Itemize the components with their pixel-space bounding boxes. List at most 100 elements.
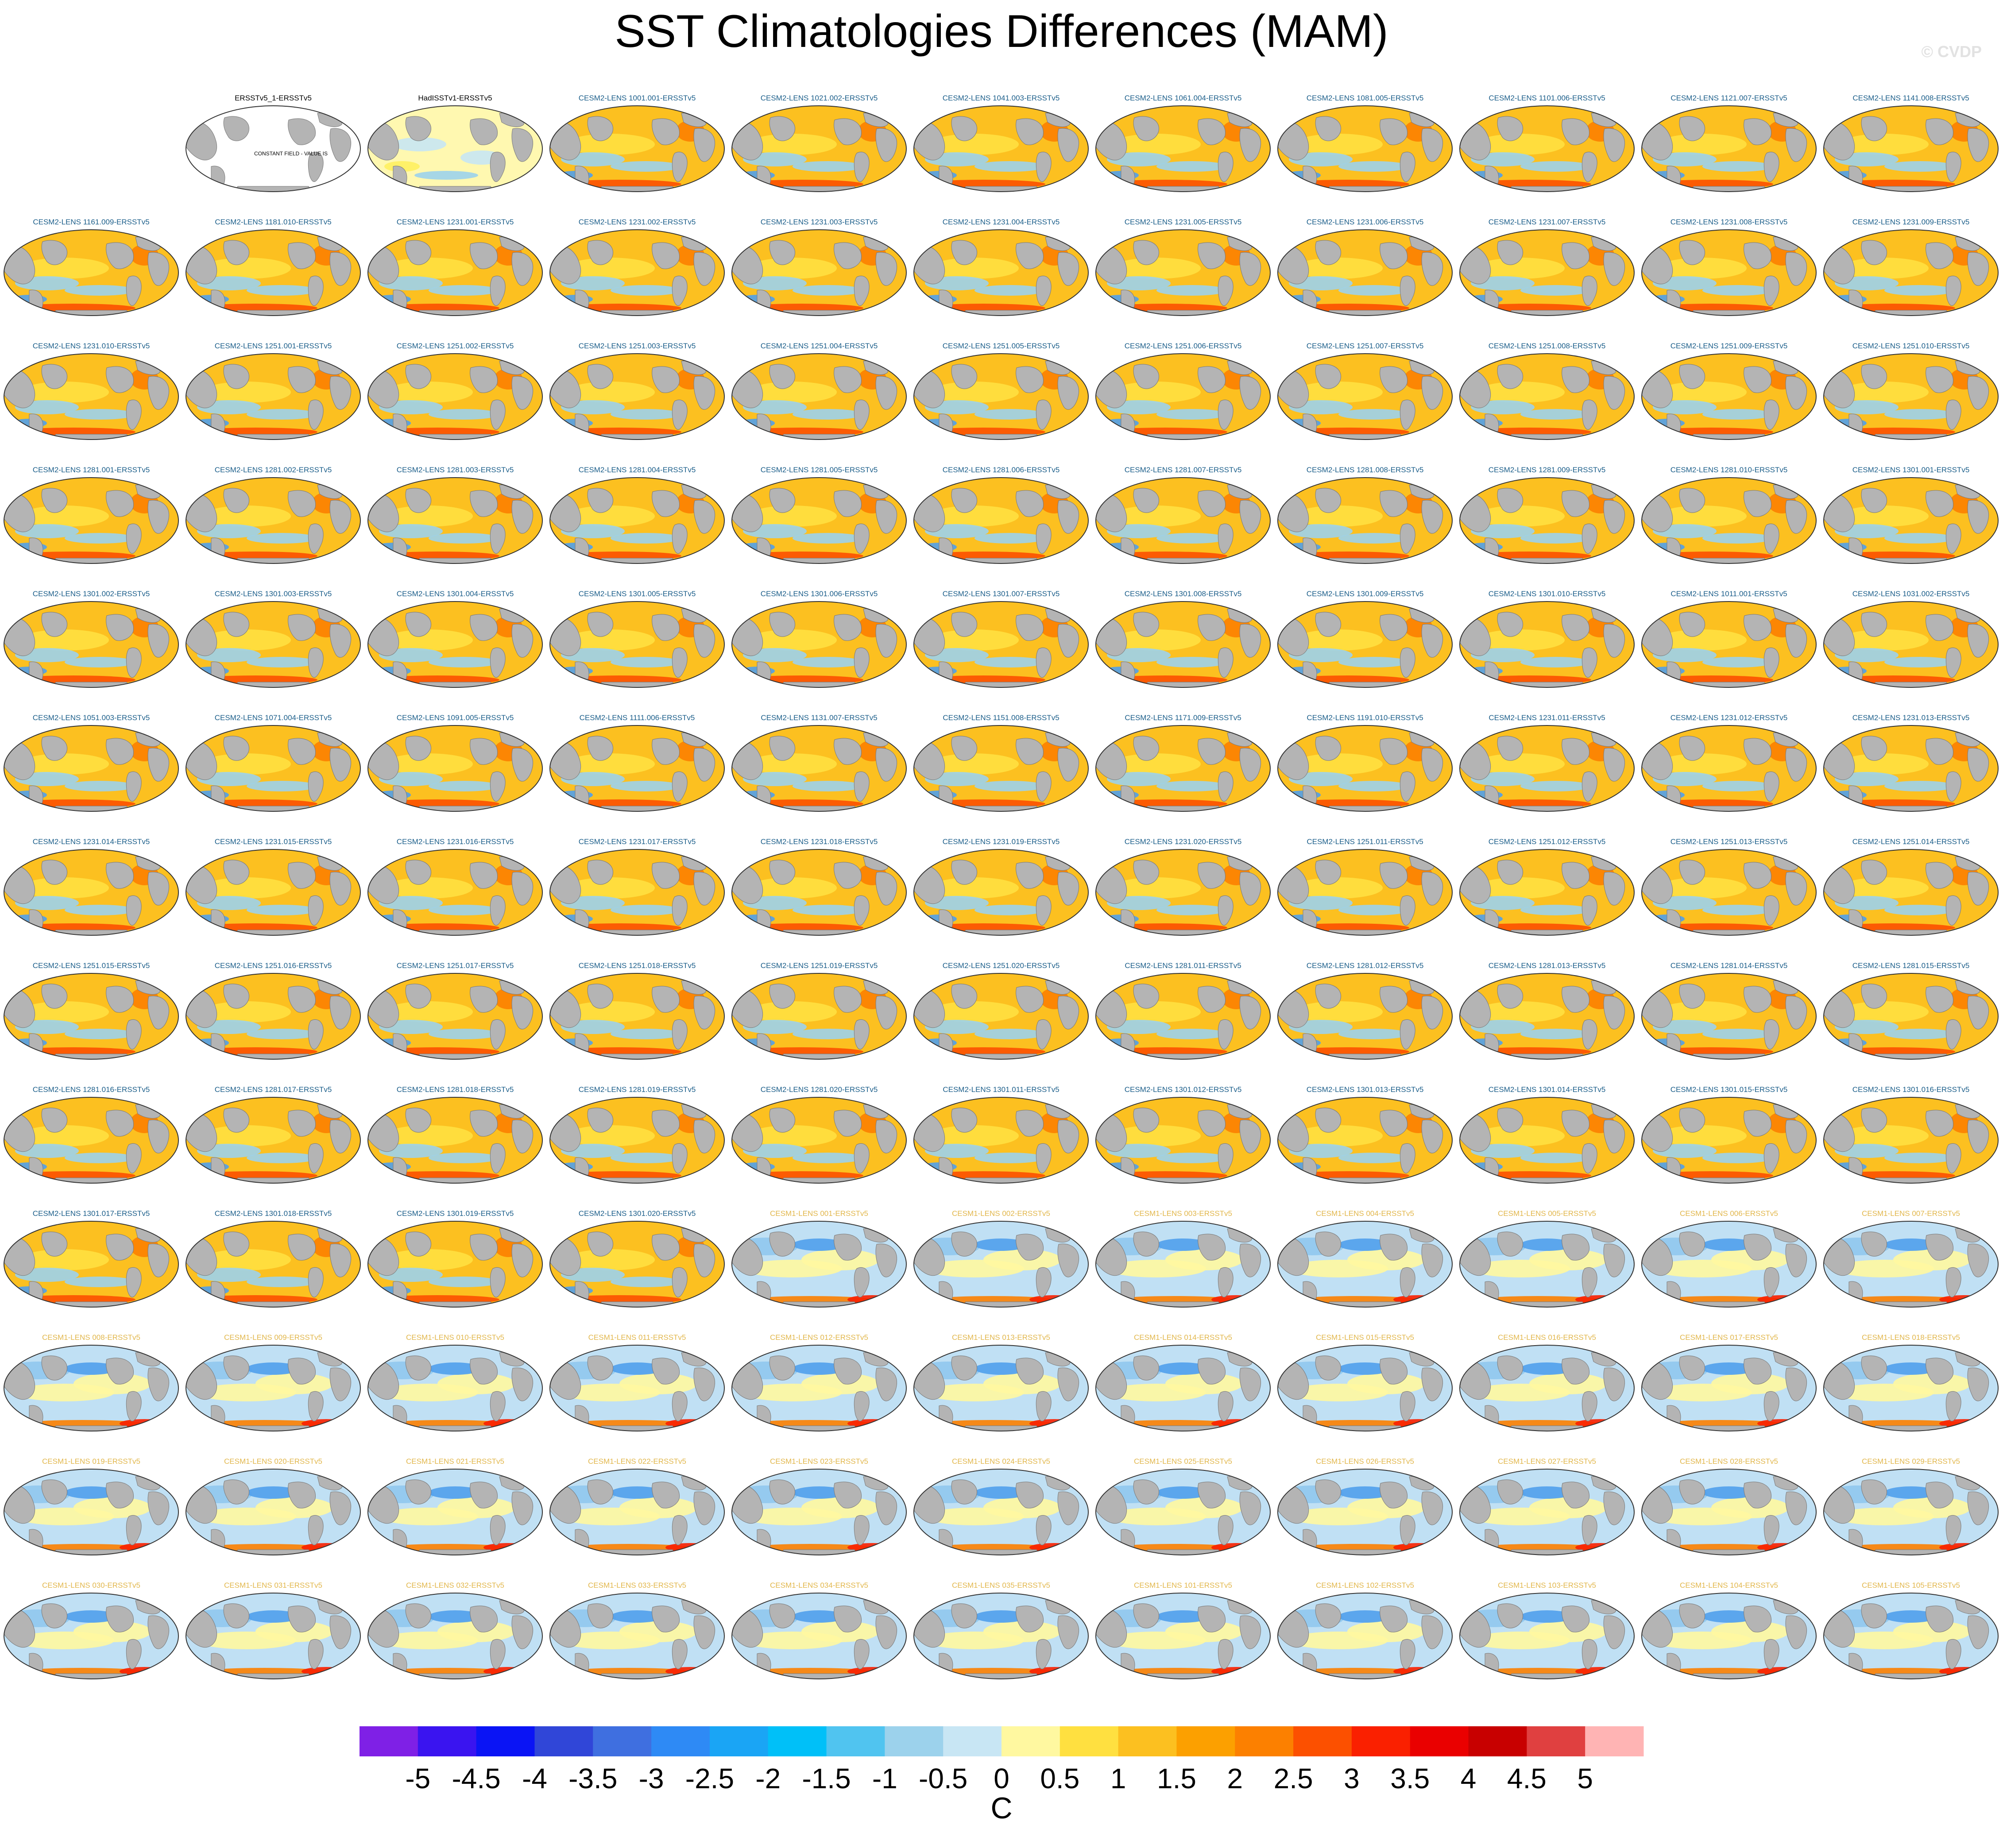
map-panel: CESM2-LENS 1281.017-ERSSTv5: [185, 1080, 362, 1186]
map-panel: CESM2-LENS 1301.017-ERSSTv5: [3, 1204, 180, 1310]
map-panel: CESM2-LENS 1251.018-ERSSTv5: [549, 956, 726, 1062]
map-panel: CESM2-LENS 1231.019-ERSSTv5: [913, 832, 1090, 938]
panel-title: CESM1-LENS 029-ERSSTv5: [1861, 1457, 1960, 1466]
panel-title: CESM2-LENS 1301.001-ERSSTv5: [1852, 466, 1970, 474]
map-plot: [1641, 1593, 1817, 1679]
colorbar-tick-label: 4: [1461, 1763, 1477, 1794]
map-panel: CESM1-LENS 007-ERSSTv5: [1822, 1204, 1999, 1310]
panel-title: CESM1-LENS 101-ERSSTv5: [1133, 1581, 1233, 1590]
panel-title: CESM2-LENS 1281.018-ERSSTv5: [396, 1085, 514, 1094]
map-panel: CESM2-LENS 1251.019-ERSSTv5: [731, 956, 908, 1062]
panel-title: CESM2-LENS 1251.008-ERSSTv5: [1488, 342, 1606, 350]
map-plot: [1277, 849, 1453, 936]
map-panel: CESM1-LENS 017-ERSSTv5: [1640, 1328, 1817, 1434]
panel-title: CESM2-LENS 1281.010-ERSSTv5: [1670, 466, 1788, 474]
map-plot: [4, 1221, 179, 1308]
map-panel: CESM2-LENS 1281.007-ERSSTv5: [1094, 460, 1272, 567]
map-panel: CESM1-LENS 030-ERSSTv5: [3, 1576, 180, 1682]
map-panel: CESM1-LENS 015-ERSSTv5: [1276, 1328, 1454, 1434]
panel-title: CESM1-LENS 016-ERSSTv5: [1497, 1333, 1597, 1342]
map-plot: [367, 105, 543, 192]
panel-title: CESM2-LENS 1251.015-ERSSTv5: [32, 961, 150, 970]
map-plot: [1641, 1221, 1817, 1308]
map-panel: CESM2-LENS 1301.005-ERSSTv5: [549, 584, 726, 691]
map-plot: [1277, 725, 1453, 812]
map-panel: CESM2-LENS 1231.016-ERSSTv5: [367, 832, 544, 938]
map-panel: CESM2-LENS 1301.006-ERSSTv5: [731, 584, 908, 691]
map-plot: [1095, 1097, 1271, 1184]
map-panel: CESM2-LENS 1231.005-ERSSTv5: [1094, 212, 1272, 319]
map-panel: CESM2-LENS 1281.016-ERSSTv5: [3, 1080, 180, 1186]
panel-title: CESM2-LENS 1251.019-ERSSTv5: [760, 961, 878, 970]
panel-title: CESM2-LENS 1281.001-ERSSTv5: [32, 466, 150, 474]
panel-title: CESM1-LENS 031-ERSSTv5: [224, 1581, 323, 1590]
map-panel: CESM2-LENS 1281.002-ERSSTv5: [185, 460, 362, 567]
colorbar-swatch: [418, 1726, 477, 1756]
map-plot: [913, 105, 1089, 192]
map-plot: [186, 973, 361, 1060]
map-panel: CESM2-LENS 1281.020-ERSSTv5: [731, 1080, 908, 1186]
panel-title: CESM2-LENS 1231.009-ERSSTv5: [1852, 218, 1970, 226]
colorbar-swatch: [826, 1726, 885, 1756]
map-plot: [186, 725, 361, 812]
map-panel: CESM2-LENS 1281.001-ERSSTv5: [3, 460, 180, 567]
map-panel: CESM2-LENS 1011.001-ERSSTv5: [1640, 584, 1817, 691]
map-panel: CESM1-LENS 005-ERSSTv5: [1458, 1204, 1636, 1310]
colorbar-swatch: [1527, 1726, 1585, 1756]
map-plot: [1277, 1097, 1453, 1184]
map-plot: [913, 1097, 1089, 1184]
panel-title: HadISSTv1-ERSSTv5: [418, 94, 492, 102]
panel-title: CESM2-LENS 1251.001-ERSSTv5: [214, 342, 332, 350]
map-panel: CESM2-LENS 1121.007-ERSSTv5: [1640, 89, 1817, 195]
panel-title: CESM2-LENS 1251.010-ERSSTv5: [1852, 342, 1970, 350]
panel-title: CESM2-LENS 1071.004-ERSSTv5: [214, 714, 332, 722]
colorbar-tick-label: 3.5: [1390, 1763, 1430, 1794]
map-panel: CESM1-LENS 011-ERSSTv5: [549, 1328, 726, 1434]
map-panel: CESM2-LENS 1081.005-ERSSTv5: [1276, 89, 1454, 195]
map-panel: CESM1-LENS 023-ERSSTv5: [731, 1452, 908, 1558]
panel-title: CESM2-LENS 1251.006-ERSSTv5: [1124, 342, 1242, 350]
map-panel: CESM1-LENS 003-ERSSTv5: [1094, 1204, 1272, 1310]
panel-title: CESM1-LENS 003-ERSSTv5: [1133, 1209, 1233, 1218]
map-panel: CESM2-LENS 1301.008-ERSSTv5: [1094, 584, 1272, 691]
map-plot: [913, 1593, 1089, 1679]
panel-title: CESM2-LENS 1301.002-ERSSTv5: [32, 590, 150, 598]
map-panel: CESM1-LENS 025-ERSSTv5: [1094, 1452, 1272, 1558]
map-plot: [549, 601, 725, 688]
map-panel: CESM2-LENS 1281.018-ERSSTv5: [367, 1080, 544, 1186]
map-panel: CESM2-LENS 1251.005-ERSSTv5: [913, 336, 1090, 443]
map-panel: CESM2-LENS 1251.013-ERSSTv5: [1640, 832, 1817, 938]
map-panel: CESM2-LENS 1281.019-ERSSTv5: [549, 1080, 726, 1186]
map-plot: [1277, 1593, 1453, 1679]
map-plot: [549, 1345, 725, 1431]
map-plot: [1823, 725, 1999, 812]
map-plot: [1641, 229, 1817, 316]
map-plot: [1823, 477, 1999, 564]
panel-title: CESM2-LENS 1231.018-ERSSTv5: [760, 837, 878, 846]
map-plot: [913, 353, 1089, 440]
map-plot: [1095, 1345, 1271, 1431]
map-plot: [4, 1345, 179, 1431]
map-panel: ERSSTv5_1-ERSSTv5 CONSTANT FIELD - VALUE …: [185, 89, 362, 195]
panel-title: CESM1-LENS 005-ERSSTv5: [1497, 1209, 1597, 1218]
map-plot: [1459, 229, 1635, 316]
panel-title: CESM1-LENS 021-ERSSTv5: [406, 1457, 505, 1466]
map-plot: [731, 1221, 907, 1308]
map-panel: CESM2-LENS 1131.007-ERSSTv5: [731, 708, 908, 814]
panel-title: CESM2-LENS 1251.014-ERSSTv5: [1852, 837, 1970, 846]
map-plot: [367, 1345, 543, 1431]
map-plot: [549, 725, 725, 812]
map-panel: CESM1-LENS 019-ERSSTv5: [3, 1452, 180, 1558]
panel-title: CESM2-LENS 1281.004-ERSSTv5: [578, 466, 696, 474]
colorbar-tick-label: -4: [522, 1763, 547, 1794]
map-panel: CESM1-LENS 004-ERSSTv5: [1276, 1204, 1454, 1310]
map-plot: [186, 601, 361, 688]
map-plot: [1277, 229, 1453, 316]
panel-title: CESM2-LENS 1301.016-ERSSTv5: [1852, 1085, 1970, 1094]
panel-title: CESM2-LENS 1231.001-ERSSTv5: [396, 218, 514, 226]
map-plot: [1641, 1469, 1817, 1555]
map-panel: CESM2-LENS 1071.004-ERSSTv5: [185, 708, 362, 814]
panel-title: CESM1-LENS 028-ERSSTv5: [1679, 1457, 1779, 1466]
map-plot: [731, 353, 907, 440]
map-plot: [4, 1593, 179, 1679]
